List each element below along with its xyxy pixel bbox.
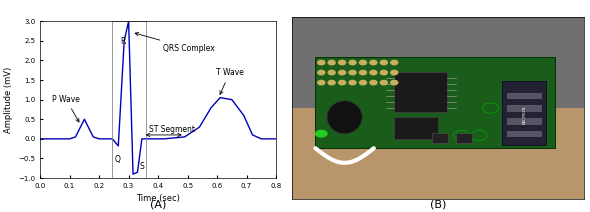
Circle shape <box>381 70 388 75</box>
Circle shape <box>328 80 335 85</box>
Bar <box>507 93 542 99</box>
Circle shape <box>339 70 346 75</box>
Polygon shape <box>292 17 584 199</box>
Circle shape <box>483 103 499 113</box>
Circle shape <box>471 130 487 141</box>
Circle shape <box>339 80 346 85</box>
Circle shape <box>453 130 470 141</box>
Circle shape <box>391 80 398 85</box>
X-axis label: Time (sec): Time (sec) <box>136 194 180 204</box>
Circle shape <box>381 60 388 65</box>
FancyBboxPatch shape <box>316 57 555 148</box>
Ellipse shape <box>327 101 362 134</box>
Bar <box>112 21 146 178</box>
Circle shape <box>349 70 356 75</box>
Circle shape <box>318 60 325 65</box>
Y-axis label: Amplitude (mV): Amplitude (mV) <box>4 67 12 133</box>
Bar <box>394 72 447 112</box>
Text: ST Segment: ST Segment <box>149 125 195 134</box>
Bar <box>432 133 448 143</box>
Bar <box>502 81 546 145</box>
Text: P Wave: P Wave <box>52 95 80 122</box>
Circle shape <box>318 80 325 85</box>
Bar <box>507 118 542 124</box>
Circle shape <box>349 80 356 85</box>
Circle shape <box>370 80 377 85</box>
Circle shape <box>391 60 398 65</box>
Bar <box>455 133 471 143</box>
Circle shape <box>370 60 377 65</box>
Text: (B): (B) <box>430 200 446 210</box>
Text: Q: Q <box>114 155 120 164</box>
Text: KELTRON: KELTRON <box>522 105 526 124</box>
Text: (A): (A) <box>150 200 166 210</box>
Text: T Wave: T Wave <box>216 68 244 94</box>
Circle shape <box>359 60 366 65</box>
Circle shape <box>339 60 346 65</box>
Circle shape <box>328 70 335 75</box>
Circle shape <box>315 130 327 138</box>
Circle shape <box>359 70 366 75</box>
Bar <box>394 117 438 139</box>
Circle shape <box>349 60 356 65</box>
Circle shape <box>370 70 377 75</box>
Text: QRS Complex: QRS Complex <box>135 32 214 53</box>
Bar <box>507 131 542 137</box>
Polygon shape <box>292 108 584 199</box>
Text: S: S <box>140 162 145 172</box>
Circle shape <box>359 80 366 85</box>
Polygon shape <box>292 17 584 117</box>
Text: R: R <box>120 37 126 46</box>
Circle shape <box>318 70 325 75</box>
Circle shape <box>328 60 335 65</box>
Circle shape <box>391 70 398 75</box>
Circle shape <box>381 80 388 85</box>
Bar <box>507 105 542 112</box>
